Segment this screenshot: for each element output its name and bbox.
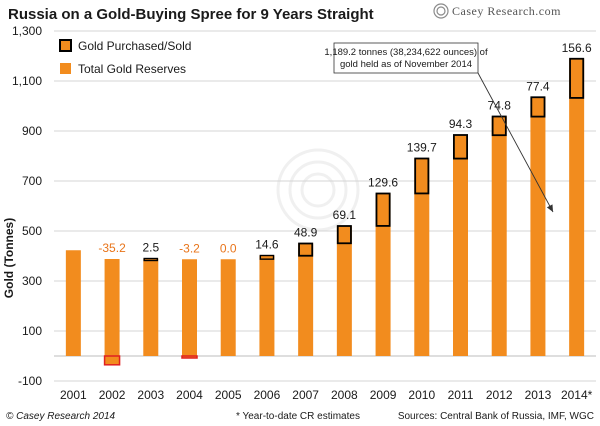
data-label-2006: 14.6 [255,238,279,252]
x-tick-label: 2010 [408,388,435,402]
annotation-arrowhead [546,204,553,212]
y-tick-label: 900 [22,124,42,138]
bar-total-reserves-2005 [220,259,236,356]
annotation-callout: 1,189.2 tonnes (38,234,622 ounces) of go… [324,42,554,213]
data-label-2012: 74.8 [488,99,512,113]
bar-purchased-2014* [569,57,585,99]
bar-total-reserves-2003 [143,258,159,356]
annotation-line-2: gold held as of November 2014 [340,59,472,70]
legend-label-reserves: Total Gold Reserves [78,62,186,76]
x-tick-label: 2014* [561,388,593,402]
bar-purchased-2011 [452,134,468,160]
bar-sold-2004 [181,355,198,359]
data-label-2007: 48.9 [294,226,318,240]
bar-group [65,57,585,366]
y-axis-title: Gold (Tonnes) [2,218,16,298]
annotation-box [333,42,479,74]
x-tick-label: 2011 [448,388,474,402]
data-label-2011: 94.3 [449,117,473,131]
footer-note: * Year-to-date CR estimates [236,411,360,422]
y-tick-label: 1,300 [12,24,42,38]
footer-sources: Sources: Central Bank of Russia, IMF, WG… [398,411,594,422]
bar-purchased-2010 [414,157,430,195]
x-axis: 2001 2002 2003 2004 2005 2006 2007 2008 2009 2010… [60,388,593,402]
y-tick-label: 100 [22,324,42,338]
bar-purchased-2006 [259,254,275,260]
data-label-2014*: 156.6 [562,41,592,55]
y-axis: -100 100 300 500 700 900 1,100 1,300 [12,24,42,388]
y-tick-label: -100 [18,374,42,388]
bar-purchased-2007 [298,242,314,257]
bar-total-reserves-2001 [65,250,81,356]
y-tick-label: 700 [22,174,42,188]
bar-total-reserves-2007 [298,243,314,356]
data-label-2013: 77.4 [526,79,550,93]
bar-total-reserves-2012 [491,116,507,356]
bar-purchased-2009 [375,192,391,227]
bar-total-reserves-2011 [453,135,468,356]
data-label-2004: -3.2 [179,241,200,255]
bar-total-reserves-2013 [530,97,546,356]
x-tick-label: 2005 [215,388,242,402]
x-tick-label: 2002 [99,388,126,402]
bar-purchased-2008 [336,225,352,245]
watermark-logo [276,148,360,232]
bar-total-reserves-2002 [104,259,120,356]
brand-name: Casey Research.com [452,4,561,18]
brand-icon [433,3,449,19]
legend-label-purchased: Gold Purchased/Sold [78,39,191,53]
bar-total-reserves-2004 [182,259,197,356]
x-tick-label: 2009 [370,388,397,402]
data-label-2010: 139.7 [407,141,437,155]
x-tick-label: 2001 [60,388,87,402]
bar-total-reserves-2008 [336,226,352,356]
x-tick-label: 2012 [486,388,513,402]
y-tick-label: 500 [22,224,42,238]
bar-sold-2002 [103,355,121,366]
legend-swatch-purchased [59,39,72,52]
bar-purchased-2013 [530,96,546,118]
legend: Gold Purchased/Sold Total Gold Reserves [59,39,191,76]
data-label-2005: 0.0 [220,241,237,255]
x-tick-label: 2006 [254,388,281,402]
bar-total-reserves-2009 [375,193,391,356]
annotation-arrow [477,72,554,213]
x-tick-label: 2004 [176,388,203,402]
bar-total-reserves-2010 [414,158,430,356]
x-tick-label: 2013 [525,388,552,402]
footer-copyright: © Casey Research 2014 [6,411,116,422]
y-tick-label: 300 [22,274,42,288]
data-label-2003: 2.5 [142,241,159,255]
bar-total-reserves-2006 [259,255,275,356]
bar-purchased-2003 [143,257,159,262]
y-tick-label: 1,100 [12,74,42,88]
data-label-2008: 69.1 [333,208,357,222]
chart-title: Russia on a Gold-Buying Spree for 9 Year… [8,6,374,23]
x-tick-label: 2008 [331,388,358,402]
x-tick-label: 2007 [292,388,319,402]
brand-logo: Casey Research.com [433,3,561,19]
annotation-line-1: 1,189.2 tonnes (38,234,622 ounces) of [324,47,488,58]
x-tick-label: 2003 [137,388,164,402]
data-label-2002: -35.2 [98,241,126,255]
data-label-2009: 129.6 [368,176,398,190]
bar-purchased-2012 [491,115,507,137]
legend-swatch-reserves [60,63,71,74]
bar-total-reserves-2014 [569,58,585,356]
